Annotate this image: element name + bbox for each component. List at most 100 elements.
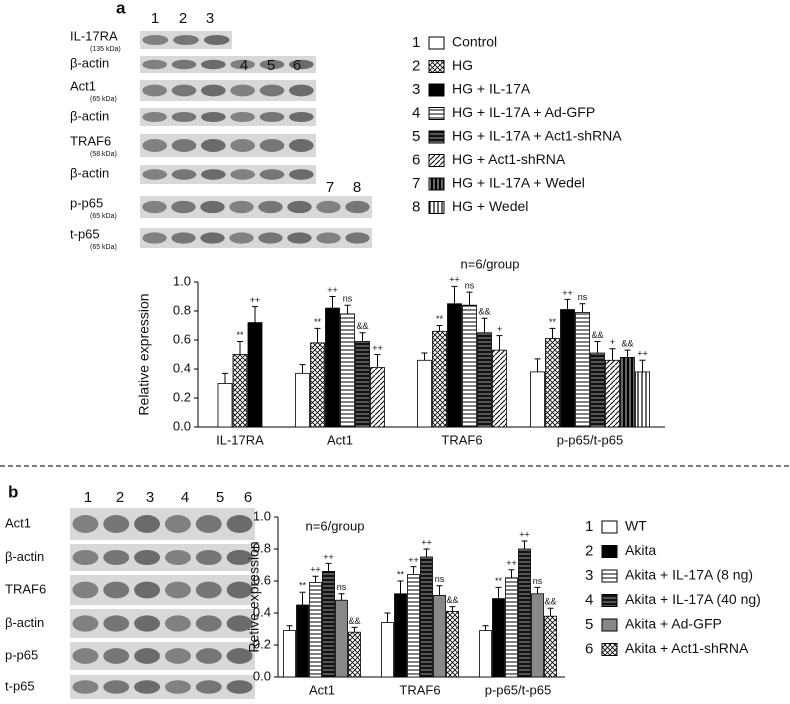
legend-label: Akita + IL-17A (8 ng) [625,567,753,583]
bar [545,338,560,428]
bar [446,611,459,678]
significance: ++ [327,285,338,295]
legend-swatch [601,594,618,607]
panel-label: a [116,0,126,17]
bar [417,359,432,428]
blot-band [226,515,253,533]
y-tick-label: 0.2 [173,389,191,404]
blot-band [72,615,99,632]
blot-band [229,200,254,214]
significance: && [348,616,360,626]
significance: && [478,307,490,317]
blot-band [103,581,130,599]
lane-number: 2 [116,489,124,506]
blot-band [72,680,99,694]
significance: && [544,597,556,607]
significance: ++ [408,555,419,565]
legend-number: 2 [412,57,420,74]
blot-band [171,139,197,152]
blot-band [134,581,161,599]
blot-band [226,549,253,566]
y-tick-label: 0.8 [173,302,191,317]
blot-band [289,111,314,123]
lane-number: 3 [206,10,214,27]
blot-band [103,680,130,694]
legend-swatch [428,154,445,167]
significance: ++ [449,275,460,285]
blot-band [229,232,254,244]
bar [477,332,492,428]
blot-band [103,549,130,566]
blot-label: β-actin [70,165,109,180]
significance: ++ [519,529,530,539]
lane-number: 1 [151,10,159,27]
error-bar [423,548,430,557]
y-tick-label: 0.6 [173,331,191,346]
error-bar [312,575,319,583]
blot-label: t-p65 [70,226,100,241]
error-bar [449,606,456,612]
legend-number: 6 [585,640,593,657]
blot-band [171,84,197,97]
bar [590,352,605,428]
y-tick-label: 0.0 [173,418,191,433]
error-bar [534,586,541,594]
y-tick-label: 0.6 [253,572,271,587]
legend-label: WT [625,518,647,534]
y-tick-label: 0.2 [253,636,271,651]
blot-band [289,59,314,70]
error-bar [436,585,443,596]
blot-band [195,615,222,632]
significance: ++ [421,537,432,547]
y-tick-label: 0.4 [253,604,271,619]
bar [394,593,407,678]
blot-band [142,84,167,97]
blot-band [201,169,226,180]
legend-label: Control [452,34,497,50]
blot-band [259,59,285,70]
legend-swatch [428,201,445,214]
blot-label: IL-17RA [70,28,118,43]
legend-number: 6 [412,151,420,168]
blot-band [164,515,191,533]
blot-band [289,169,314,180]
legend-number: 4 [585,591,593,608]
blot-band [173,34,199,46]
blot-strip [70,675,255,699]
error-bar [314,327,321,343]
significance: ++ [250,295,261,305]
error-bar [325,562,332,572]
bar [310,342,325,428]
legend-swatch [428,36,445,50]
bar [605,359,620,428]
significance: && [621,339,633,349]
blot-band [142,34,169,46]
error-bar [286,625,293,631]
blot-band [164,648,191,664]
blot-band [259,84,285,97]
blot-band [72,648,99,664]
error-bar [496,335,503,351]
blot-label: β-actin [5,549,44,564]
lane-number: 6 [244,489,252,506]
bar [335,599,348,678]
blot-band [259,169,285,180]
error-bar [397,580,404,594]
significance: ** [436,314,444,324]
bar [505,577,518,678]
bar [447,303,462,428]
legend-label: HG + Act1-shRNA [452,151,566,167]
blot-band [287,200,312,214]
blot-label: p-p65 [70,195,103,210]
legend-swatch [428,107,445,120]
error-bar [451,285,458,304]
blot-kda: (65 kDa) [90,213,117,220]
blot-strip [70,544,255,571]
significance: ** [299,581,307,591]
legend-number: 2 [585,542,593,559]
significance: + [610,337,615,347]
blot-band [226,581,253,599]
y-axis-title: Relative expression [136,293,152,415]
y-tick-label: 0.0 [253,668,271,683]
lane-number: 5 [267,57,275,74]
